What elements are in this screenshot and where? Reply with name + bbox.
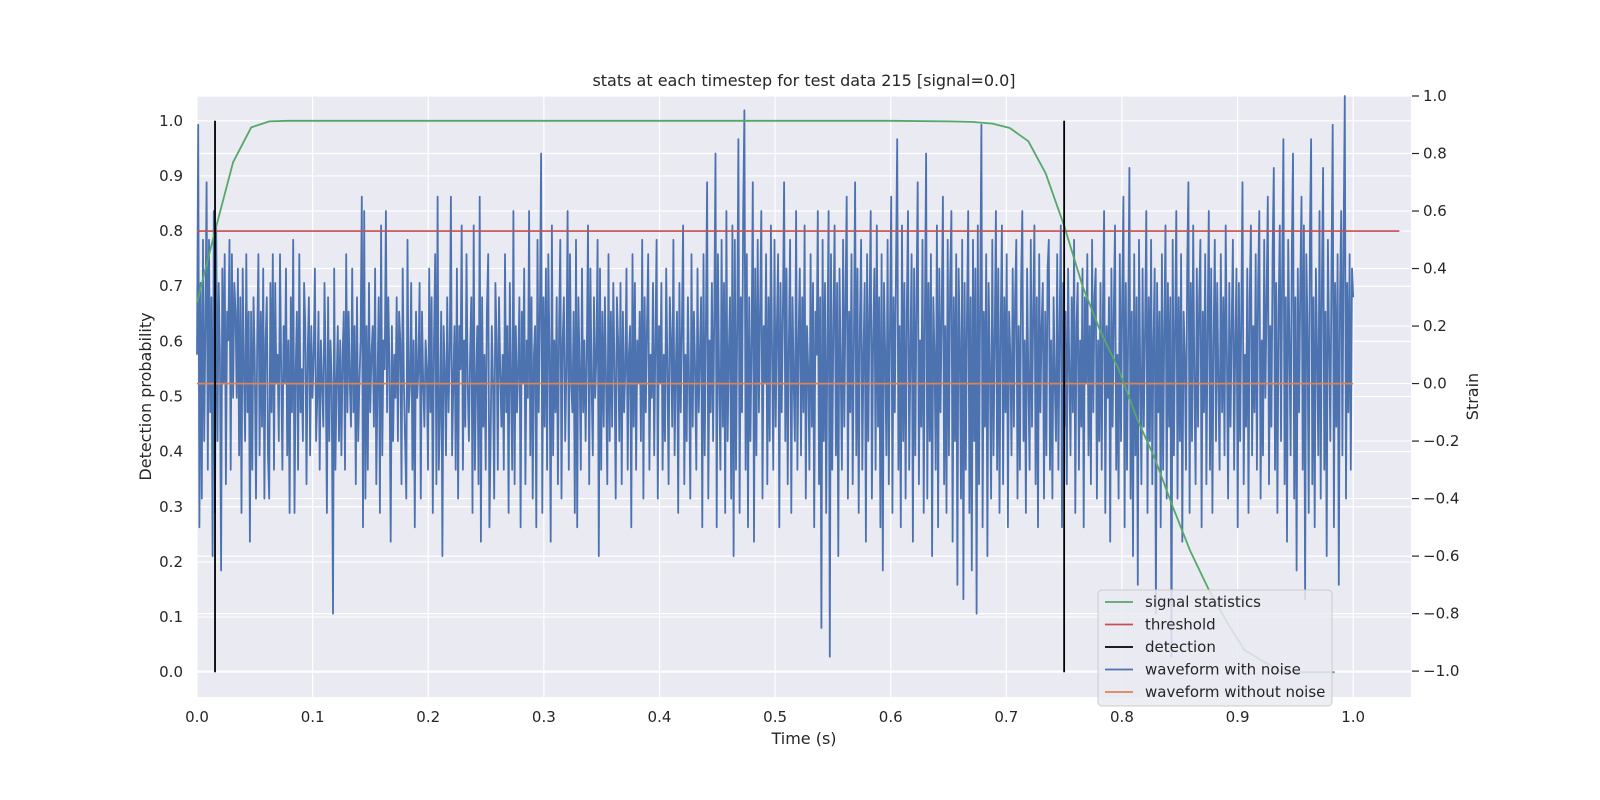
chart-title: stats at each timestep for test data 215… [592, 71, 1015, 90]
y-right-tick-label: −1.0 [1423, 662, 1459, 680]
legend-box [1097, 589, 1333, 707]
x-tick-label: 0.6 [879, 708, 903, 726]
legend-entry: waveform with noise [1145, 661, 1301, 679]
y-left-tick-label: 0.1 [159, 608, 183, 626]
axes: 0.0 0.1 0.2 0.3 0.4 0.5 0.6 0.7 0.8 0.9 1.0 0.0 0.1 0… [159, 87, 1459, 726]
x-tick-label: 0.8 [1110, 708, 1134, 726]
x-tick-label: 0.9 [1226, 708, 1250, 726]
legend-entry: signal statistics [1145, 593, 1261, 611]
waveform-with-noise-line [196, 95, 1355, 658]
y-axis-left-label: Detection probability [136, 312, 155, 480]
legend-entry: detection [1145, 638, 1216, 656]
y-left-tick-label: 0.8 [159, 222, 183, 240]
x-tick-label: 0.4 [648, 708, 672, 726]
y-right-tick-label: 0.4 [1423, 260, 1447, 278]
y-left-tick-label: 0.7 [159, 277, 183, 295]
y-left-tick-label: 0.5 [159, 388, 183, 406]
y-left-tick-label: 0.4 [159, 443, 183, 461]
y-left-tick-label: 0.3 [159, 498, 183, 516]
legend-entry: threshold [1145, 616, 1216, 634]
y-right-tick-label: 0.6 [1423, 202, 1447, 220]
y-right-tick-label: 0.2 [1423, 317, 1447, 335]
x-tick-label: 0.7 [994, 708, 1018, 726]
x-tick-label: 0.5 [763, 708, 787, 726]
y-right-tick-label: 0.8 [1423, 145, 1447, 163]
x-tick-label: 0.1 [301, 708, 325, 726]
y-left-tick-label: 0.0 [159, 663, 183, 681]
y-right-tick-label: −0.8 [1423, 605, 1459, 623]
y-right-tick-label: 0.0 [1423, 375, 1447, 393]
x-tick-label: 1.0 [1341, 708, 1365, 726]
y-right-tick-label: −0.4 [1423, 490, 1459, 508]
y-right-tick-label: 1.0 [1423, 87, 1447, 105]
x-tick-label: 0.3 [532, 708, 556, 726]
legend: signal statistics threshold detection wavef… [1097, 589, 1333, 707]
y-left-tick-label: 1.0 [159, 112, 183, 130]
y-left-tick-label: 0.9 [159, 167, 183, 185]
y-left-tick-label: 0.6 [159, 332, 183, 350]
y-axis-right-label: Strain [1463, 373, 1482, 420]
x-tick-label: 0.0 [185, 708, 209, 726]
legend-entry: waveform without noise [1145, 683, 1325, 701]
y-right-tick-label: −0.2 [1423, 432, 1459, 450]
x-axis-label: Time (s) [770, 729, 836, 748]
x-tick-label: 0.2 [416, 708, 440, 726]
y-right-tick-label: −0.6 [1423, 547, 1459, 565]
y-left-tick-label: 0.2 [159, 553, 183, 571]
